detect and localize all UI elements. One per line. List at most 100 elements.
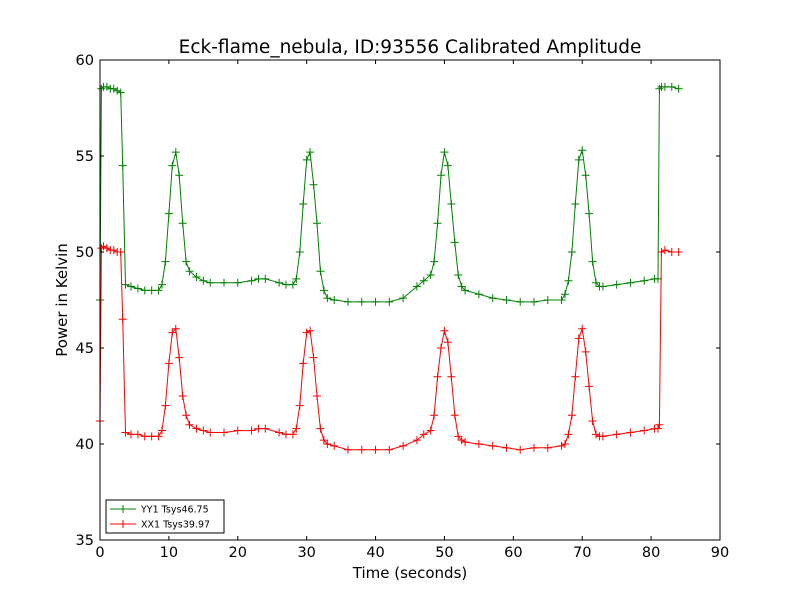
legend: YY1 Tsys46.75 XX1 Tsys39.97 bbox=[105, 499, 225, 534]
data-point-xx1 bbox=[674, 248, 683, 256]
data-point-xx1 bbox=[175, 353, 184, 362]
data-point-xx1 bbox=[206, 428, 215, 437]
data-point-xx1 bbox=[302, 328, 311, 337]
x-tick-label: 90 bbox=[711, 545, 729, 561]
data-point-xx1 bbox=[147, 432, 156, 441]
data-point-yy1 bbox=[640, 276, 649, 285]
data-point-yy1 bbox=[192, 272, 201, 281]
data-point-xx1 bbox=[657, 248, 666, 256]
data-point-yy1 bbox=[567, 248, 576, 256]
data-point-xx1 bbox=[419, 430, 428, 439]
x-tick-label: 10 bbox=[160, 545, 178, 561]
data-point-xx1 bbox=[199, 426, 208, 435]
data-point-yy1 bbox=[561, 290, 569, 299]
data-point-yy1 bbox=[275, 278, 284, 287]
data-point-xx1 bbox=[323, 440, 332, 448]
data-point-xx1 bbox=[254, 424, 263, 433]
y-tick-label: 55 bbox=[76, 149, 94, 165]
data-point-xx1 bbox=[220, 428, 228, 437]
data-point-xx1 bbox=[371, 445, 380, 454]
y-tick-label: 45 bbox=[76, 341, 94, 357]
data-point-xx1 bbox=[543, 443, 552, 452]
data-point-yy1 bbox=[309, 180, 318, 189]
data-point-yy1 bbox=[488, 294, 497, 303]
data-point-xx1 bbox=[588, 416, 597, 425]
data-point-xx1 bbox=[437, 344, 445, 352]
data-point-yy1 bbox=[557, 296, 566, 304]
data-point-xx1 bbox=[626, 428, 635, 437]
data-point-xx1 bbox=[116, 248, 125, 256]
y-tick-label: 35 bbox=[76, 533, 94, 549]
data-point-xx1 bbox=[168, 328, 177, 337]
data-point-xx1 bbox=[306, 326, 315, 335]
data-point-xx1 bbox=[454, 432, 463, 441]
y-tick-label: 40 bbox=[76, 437, 94, 453]
data-point-xx1 bbox=[344, 445, 352, 454]
data-point-xx1 bbox=[330, 441, 339, 450]
data-point-xx1 bbox=[655, 420, 664, 429]
data-point-yy1 bbox=[233, 278, 242, 287]
data-point-yy1 bbox=[574, 155, 583, 164]
data-point-xx1 bbox=[385, 445, 394, 454]
data-point-xx1 bbox=[133, 430, 142, 439]
data-point-yy1 bbox=[660, 82, 669, 91]
data-point-yy1 bbox=[164, 209, 173, 218]
data-point-yy1 bbox=[295, 248, 304, 256]
data-point-xx1 bbox=[158, 426, 166, 435]
data-point-xx1 bbox=[154, 432, 163, 441]
data-point-xx1 bbox=[660, 246, 669, 255]
data-point-yy1 bbox=[109, 84, 118, 93]
data-point-yy1 bbox=[282, 280, 290, 289]
x-axis-label: Time (seconds) bbox=[352, 564, 468, 582]
data-point-xx1 bbox=[530, 443, 538, 452]
data-point-xx1 bbox=[461, 438, 470, 447]
data-point-xx1 bbox=[450, 411, 459, 420]
data-point-yy1 bbox=[592, 278, 600, 287]
data-point-xx1 bbox=[488, 441, 497, 450]
data-point-xx1 bbox=[99, 242, 108, 251]
data-point-yy1 bbox=[323, 294, 332, 303]
data-point-xx1 bbox=[178, 392, 187, 400]
data-point-xx1 bbox=[654, 424, 662, 433]
data-point-yy1 bbox=[585, 209, 594, 218]
data-point-xx1 bbox=[299, 359, 308, 368]
data-point-yy1 bbox=[306, 148, 315, 157]
data-point-yy1 bbox=[220, 278, 228, 287]
data-point-yy1 bbox=[182, 257, 191, 266]
data-point-xx1 bbox=[161, 401, 170, 410]
data-point-yy1 bbox=[97, 84, 106, 93]
x-tick-label: 70 bbox=[573, 545, 591, 561]
data-point-yy1 bbox=[118, 161, 127, 170]
ticks-layer: 0 10 20 30 40 50 60 70 80 90 35 40 45 50 55 60 bbox=[76, 53, 730, 561]
data-point-yy1 bbox=[199, 276, 208, 285]
data-point-yy1 bbox=[571, 200, 580, 208]
data-point-xx1 bbox=[443, 338, 452, 347]
data-point-yy1 bbox=[581, 171, 590, 180]
data-point-xx1 bbox=[127, 430, 135, 439]
data-point-yy1 bbox=[655, 84, 664, 93]
data-point-xx1 bbox=[102, 244, 111, 253]
y-axis-label: Power in Kelvin bbox=[53, 243, 71, 357]
data-point-xx1 bbox=[192, 424, 201, 433]
data-point-xx1 bbox=[319, 436, 328, 445]
data-point-yy1 bbox=[461, 286, 470, 295]
data-point-xx1 bbox=[399, 441, 408, 450]
data-point-yy1 bbox=[588, 257, 597, 266]
data-point-xx1 bbox=[557, 441, 566, 450]
data-point-xx1 bbox=[561, 440, 569, 448]
y-tick-label: 60 bbox=[76, 53, 94, 69]
data-point-yy1 bbox=[457, 282, 466, 291]
data-point-yy1 bbox=[674, 84, 683, 93]
data-point-xx1 bbox=[447, 372, 456, 381]
data-point-xx1 bbox=[185, 420, 194, 429]
data-point-xx1 bbox=[598, 432, 607, 441]
x-tick-label: 60 bbox=[504, 545, 522, 561]
data-point-xx1 bbox=[295, 401, 304, 410]
data-point-yy1 bbox=[502, 296, 511, 304]
data-point-xx1 bbox=[182, 411, 191, 420]
data-point-yy1 bbox=[450, 238, 459, 247]
legend-label-yy1: YY1 Tsys46.75 bbox=[140, 505, 209, 516]
plot-layer bbox=[96, 82, 683, 454]
data-point-xx1 bbox=[612, 430, 621, 439]
data-point-yy1 bbox=[371, 297, 380, 306]
